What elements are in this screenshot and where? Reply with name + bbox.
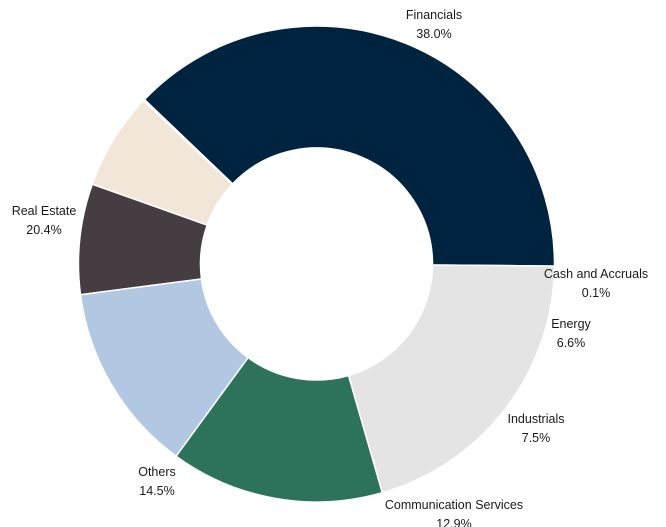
slice-label-name: Others: [138, 465, 176, 479]
slice-label: Financials 38.0%: [406, 8, 462, 41]
slice-label: Cash and Accruals 0.1%: [544, 267, 648, 300]
slice-communication-services: [79, 278, 250, 458]
slice-label-value: 12.9%: [436, 517, 471, 527]
slices: [77, 25, 556, 503]
slice-label: Real Estate 20.4%: [12, 204, 77, 237]
slice-real-estate: [347, 264, 556, 494]
slice-label-value: 0.1%: [582, 286, 611, 300]
slice-label-value: 14.5%: [139, 484, 174, 498]
slice-label-value: 20.4%: [26, 223, 61, 237]
slice-label-name: Communication Services: [385, 498, 523, 512]
slice-label-name: Industrials: [508, 412, 565, 426]
slice-label-name: Financials: [406, 8, 462, 22]
slice-label-value: 7.5%: [522, 431, 551, 445]
slice-label-name: Real Estate: [12, 204, 77, 218]
slice-others: [175, 356, 384, 503]
slice-financials: [143, 25, 556, 267]
labels: Financials 38.0% Cash and Accruals 0.1% Ener…: [12, 8, 648, 527]
slice-label-value: 38.0%: [416, 27, 451, 41]
slice-label: Communication Services 12.9%: [385, 498, 523, 527]
slice-label-name: Energy: [551, 317, 591, 331]
slice-label: Industrials 7.5%: [508, 412, 565, 445]
slice-label-name: Cash and Accruals: [544, 267, 648, 281]
slice-label-value: 6.6%: [557, 336, 586, 350]
slice-label: Energy 6.6%: [551, 317, 591, 350]
slice-label: Others 14.5%: [138, 465, 176, 498]
